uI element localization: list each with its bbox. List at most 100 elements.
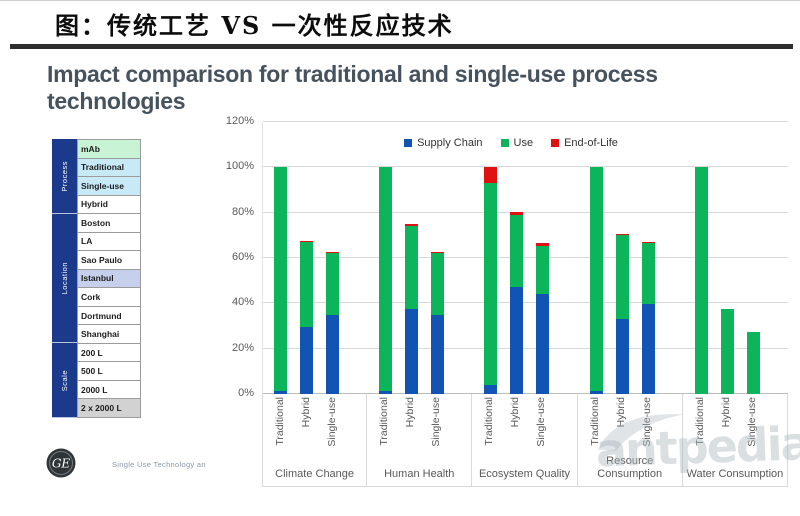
title-divider: [10, 44, 793, 49]
chart-legend: Supply Chain Use End-of-Life: [248, 137, 774, 149]
bar-segment-supply-chain: [431, 314, 445, 394]
legend-item: Supply Chain: [404, 137, 483, 149]
table-row: Sao Paulo: [77, 251, 141, 270]
page-title: 图：传统工艺 VS 一次性反应技术: [55, 11, 454, 40]
scenario-table: Process Location Scale mAb Traditional Singl…: [52, 139, 141, 418]
sidebar-group-label: Process: [60, 160, 69, 192]
legend-swatch-icon: [500, 139, 509, 147]
table-row: Boston: [77, 214, 141, 233]
bar-label: Single-use: [430, 397, 443, 447]
bar-label: Hybrid: [719, 397, 732, 428]
y-axis-label: 100%: [225, 160, 254, 173]
table-row: Dortmund: [77, 306, 141, 326]
bar-segment-use: [484, 183, 498, 385]
bar-traditional: [274, 167, 287, 394]
category-label: Human Health: [384, 468, 455, 480]
bar-segment-use: [405, 226, 419, 309]
category-box: Traditional Hybrid Single-use Ecosystem Qua…: [472, 394, 578, 487]
gridline: [263, 257, 788, 258]
bar-label: Single-use: [535, 397, 548, 447]
category-box: Traditional Hybrid Single-use Resource Cons…: [577, 394, 683, 487]
bar-label: Single-use: [640, 397, 653, 447]
legend-swatch-icon: [404, 139, 413, 147]
bar-segment-supply-chain: [589, 390, 603, 394]
bar-traditional: [379, 167, 393, 394]
sidebar-group-label: Location: [60, 261, 69, 295]
bar-label: Traditional: [274, 397, 286, 446]
bar-label: Traditional: [378, 397, 391, 446]
bar-hybrid: [720, 309, 734, 394]
gridline: [263, 302, 788, 304]
bar-segment-supply-chain: [379, 390, 393, 394]
bar-segment-end-of-life: [405, 224, 419, 227]
bar-group-4: [579, 122, 684, 394]
bar-single-use: [326, 252, 339, 394]
bar-group-3: [473, 122, 578, 394]
bar-segment-supply-chain: [536, 294, 550, 394]
category-label: Ecosystem Quality: [478, 468, 571, 480]
y-axis-label: 60%: [231, 251, 254, 263]
bar-segment-supply-chain: [510, 287, 524, 394]
table-row: Single-use: [77, 177, 141, 196]
bar-segment-end-of-life: [484, 167, 498, 184]
bar-segment-use: [720, 309, 734, 394]
category-box: Traditional Hybrid Single-use Water Consump…: [682, 394, 788, 487]
bar-label: Traditional: [588, 397, 601, 446]
gridline: [263, 211, 788, 213]
table-row: Shanghai: [77, 325, 141, 344]
category-label: Resource Consumption: [597, 455, 663, 480]
chart-heading-line1: Impact comparison for traditional and si…: [47, 61, 658, 87]
bar-segment-end-of-life: [300, 241, 313, 243]
table-row: Istanbul: [77, 269, 141, 289]
bar-segment-use: [615, 235, 629, 320]
y-axis-label: 80%: [231, 205, 254, 218]
bar-segment-use: [510, 214, 524, 288]
bar-segment-use: [746, 331, 760, 394]
bar-segment-end-of-life: [536, 243, 550, 246]
bar-label: Traditional: [693, 397, 706, 446]
bar-segment-end-of-life: [326, 252, 339, 254]
bar-segment-use: [274, 167, 287, 391]
sidebar-group-location: Location: [52, 213, 77, 344]
bar-segment-supply-chain: [484, 384, 498, 394]
chart-heading: Impact comparison for traditional and si…: [47, 61, 658, 115]
bar-hybrid: [510, 211, 524, 394]
bar-hybrid: [615, 234, 629, 394]
ge-logo-monogram: GE: [52, 457, 71, 471]
y-axis: 0% 20% 40% 60% 80% 100% 120%: [214, 115, 254, 399]
table-row: Traditional: [77, 158, 141, 178]
bar-traditional: [589, 167, 603, 394]
y-axis-label: 40%: [231, 296, 254, 309]
plot-area: [262, 121, 788, 394]
bar-segment-use: [326, 253, 339, 315]
bar-segment-end-of-life: [641, 242, 655, 244]
category-box: Traditional Hybrid Single-use Human Health: [367, 394, 473, 487]
legend-swatch-icon: [551, 139, 560, 147]
bar-single-use: [641, 242, 655, 394]
bar-segment-use: [300, 242, 313, 328]
sidebar-group-label: Scale: [60, 369, 69, 391]
bar-hybrid: [405, 224, 419, 394]
table-row: Hybrid: [77, 195, 141, 215]
sidebar-group-scale: Scale: [52, 343, 77, 418]
bar-segment-supply-chain: [615, 319, 629, 394]
gridline: [263, 166, 788, 168]
bar-hybrid: [300, 241, 313, 394]
ge-logo-icon: GE: [46, 448, 76, 478]
gridline: [263, 347, 788, 349]
bar-segment-supply-chain: [300, 327, 313, 394]
table-row: 500 L: [77, 362, 141, 381]
bar-traditional: [484, 167, 498, 394]
y-axis-label: 120%: [225, 115, 254, 127]
bar-label: Single-use: [745, 397, 758, 447]
bar-label: Hybrid: [300, 397, 312, 428]
bar-segment-supply-chain: [405, 308, 419, 394]
category-box: Traditional Hybrid Single-use Climate Chang…: [262, 394, 368, 487]
category-label: Water Consumption: [686, 468, 784, 480]
bar-segment-use: [589, 167, 603, 391]
bar-group-1: [263, 122, 368, 394]
chart-heading-line2: technologies: [47, 88, 186, 114]
sidebar-group-process: Process: [52, 139, 77, 214]
bar-segment-supply-chain: [326, 314, 339, 394]
